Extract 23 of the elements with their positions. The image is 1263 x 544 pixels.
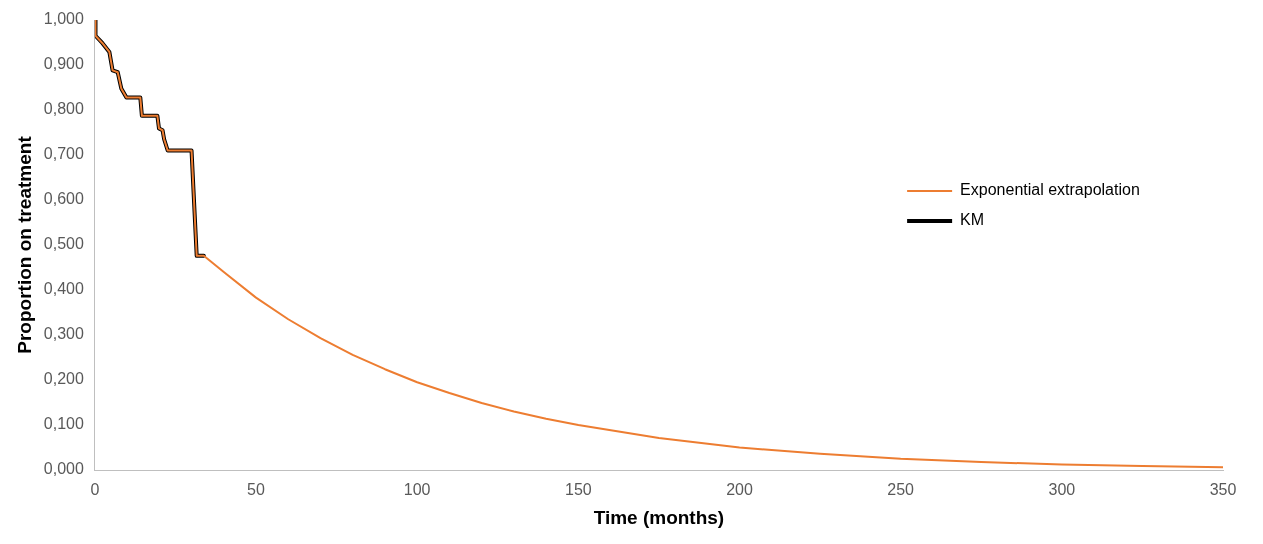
y-tick-label: 0,200 (43, 370, 84, 388)
y-tick-label: 0,300 (43, 325, 84, 343)
y-tick-label: 0,900 (43, 55, 84, 73)
y-tick-label: 0,700 (43, 145, 84, 163)
legend-label: Exponential extrapolation (960, 181, 1140, 199)
x-tick-label: 300 (1048, 481, 1076, 499)
x-tick-label: 0 (90, 481, 100, 499)
y-tick-label: 0,400 (43, 280, 84, 298)
x-tick-label: 100 (403, 481, 431, 499)
x-tick-label: 200 (726, 481, 753, 499)
x-tick-label: 150 (564, 481, 592, 499)
y-tick-label: 0,100 (43, 415, 84, 433)
y-tick-label: 0,600 (43, 190, 84, 208)
legend-label: KM (960, 211, 985, 229)
y-tick-label: 0,500 (43, 235, 84, 253)
y-axis-title: Proportion on treatment (13, 135, 35, 354)
y-tick-label: 0,000 (43, 460, 84, 478)
x-tick-label: 350 (1209, 481, 1237, 499)
x-tick-label: 50 (247, 481, 265, 499)
y-tick-label: 1,000 (43, 10, 84, 28)
y-tick-label: 0,800 (43, 100, 84, 118)
x-tick-label: 250 (887, 481, 915, 499)
x-axis-title: Time (months) (593, 506, 725, 528)
